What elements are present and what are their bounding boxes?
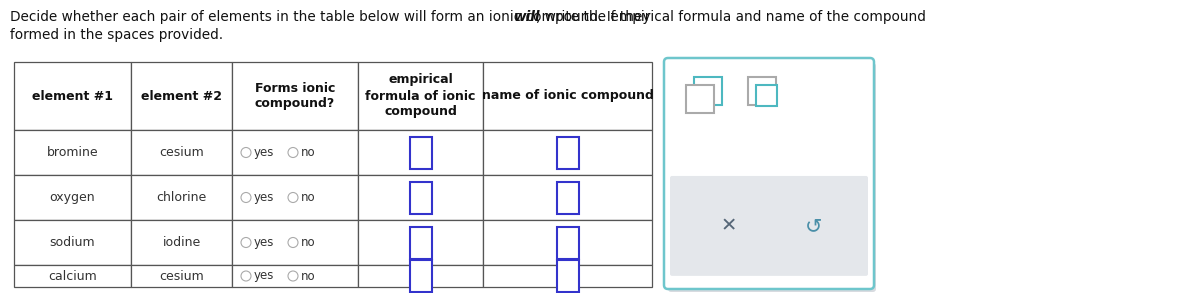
Bar [14, 175, 131, 220]
Bar [557, 181, 578, 214]
Bar [482, 175, 652, 220]
Bar [14, 130, 131, 175]
Bar [409, 226, 432, 258]
Bar [482, 220, 652, 265]
Bar [358, 265, 482, 287]
Bar [232, 62, 358, 130]
Text: bromine: bromine [47, 146, 98, 159]
Bar [557, 260, 578, 292]
Text: oxygen: oxygen [49, 191, 95, 204]
Bar [756, 85, 778, 106]
Bar [131, 62, 232, 130]
Text: yes: yes [254, 270, 275, 282]
Text: will: will [514, 10, 540, 24]
Bar [358, 62, 482, 130]
Text: yes: yes [254, 236, 275, 249]
Bar [409, 137, 432, 168]
Text: no: no [301, 270, 316, 282]
FancyBboxPatch shape [668, 63, 876, 292]
Bar [694, 77, 722, 105]
Text: Decide whether each pair of elements in the table below will form an ionic compo: Decide whether each pair of elements in … [10, 10, 655, 24]
FancyBboxPatch shape [664, 58, 874, 289]
Text: sodium: sodium [49, 236, 95, 249]
Bar [686, 85, 714, 113]
Text: iodine: iodine [162, 236, 200, 249]
Bar [232, 220, 358, 265]
Bar [409, 181, 432, 214]
Bar [557, 137, 578, 168]
Text: no: no [301, 146, 316, 159]
Bar [131, 220, 232, 265]
Text: Forms ionic
compound?: Forms ionic compound? [254, 81, 335, 110]
Text: element #2: element #2 [142, 89, 222, 103]
Bar [409, 260, 432, 292]
Bar [557, 226, 578, 258]
Text: no: no [301, 191, 316, 204]
Text: element #1: element #1 [32, 89, 113, 103]
Bar [482, 62, 652, 130]
Bar [358, 130, 482, 175]
Bar [232, 130, 358, 175]
Bar [232, 175, 358, 220]
Text: empirical
formula of ionic
compound: empirical formula of ionic compound [365, 74, 475, 118]
Bar [131, 175, 232, 220]
Text: no: no [301, 236, 316, 249]
Text: yes: yes [254, 146, 275, 159]
Text: calcium: calcium [48, 270, 97, 282]
Bar [131, 130, 232, 175]
Bar [482, 130, 652, 175]
Bar [748, 77, 776, 105]
Bar [131, 265, 232, 287]
Bar [232, 265, 358, 287]
Text: yes: yes [254, 191, 275, 204]
Bar [14, 62, 131, 130]
Bar [482, 265, 652, 287]
Text: cesium: cesium [160, 146, 204, 159]
Bar [14, 220, 131, 265]
Text: ✕: ✕ [720, 217, 737, 235]
Text: name of ionic compound: name of ionic compound [481, 89, 654, 103]
Text: ↺: ↺ [805, 216, 822, 236]
Text: formed in the spaces provided.: formed in the spaces provided. [10, 28, 223, 42]
Bar [14, 265, 131, 287]
Bar [358, 175, 482, 220]
Text: , write the empirical formula and name of the compound: , write the empirical formula and name o… [536, 10, 926, 24]
FancyBboxPatch shape [670, 176, 868, 276]
Bar [358, 220, 482, 265]
Text: chlorine: chlorine [156, 191, 206, 204]
Text: cesium: cesium [160, 270, 204, 282]
